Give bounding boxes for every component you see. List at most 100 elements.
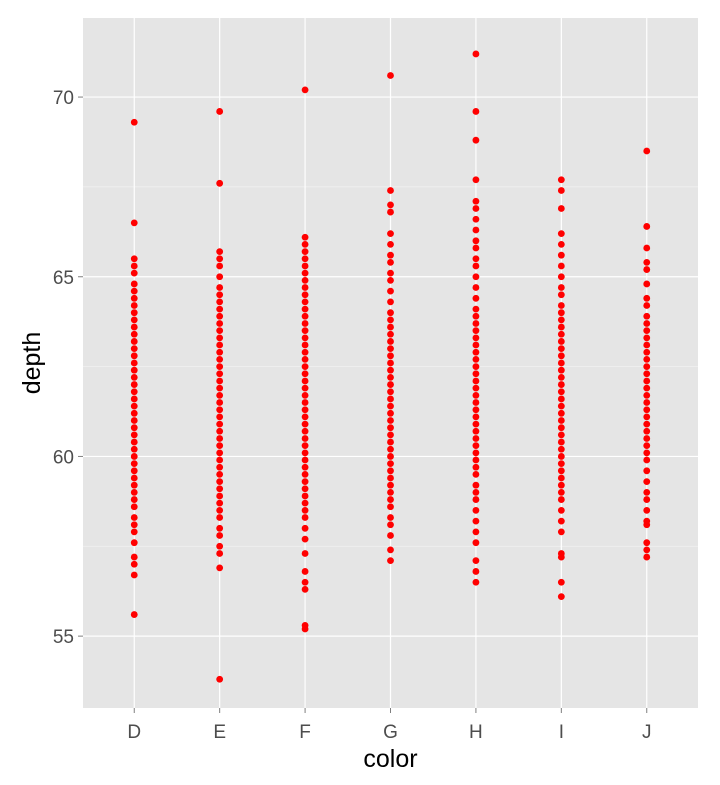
data-point bbox=[643, 348, 651, 356]
data-point bbox=[643, 456, 651, 464]
data-point bbox=[216, 391, 224, 399]
data-point bbox=[387, 373, 394, 381]
data-point bbox=[557, 352, 565, 360]
data-point bbox=[387, 402, 394, 410]
data-point bbox=[643, 391, 651, 399]
data-point bbox=[130, 373, 138, 381]
data-point bbox=[301, 348, 309, 356]
data-point bbox=[130, 460, 138, 468]
data-point bbox=[387, 276, 394, 284]
data-point bbox=[130, 467, 138, 475]
data-point bbox=[216, 406, 224, 414]
data-point bbox=[301, 499, 309, 507]
data-point bbox=[130, 118, 138, 126]
data-point bbox=[216, 532, 224, 539]
data-point bbox=[472, 506, 480, 514]
data-point bbox=[472, 312, 480, 320]
data-point bbox=[387, 298, 394, 306]
data-point bbox=[472, 108, 480, 115]
data-point bbox=[387, 532, 394, 539]
data-point bbox=[387, 388, 394, 396]
data-point bbox=[130, 453, 138, 460]
data-point bbox=[301, 463, 309, 471]
data-point bbox=[216, 413, 224, 421]
data-point bbox=[130, 316, 138, 324]
data-point bbox=[643, 399, 651, 406]
data-point bbox=[130, 571, 138, 579]
data-point bbox=[557, 402, 565, 410]
data-point bbox=[472, 528, 480, 536]
data-point bbox=[472, 420, 480, 428]
y-tick-label: 55 bbox=[53, 627, 74, 648]
data-point bbox=[472, 496, 480, 503]
data-point bbox=[216, 356, 224, 363]
data-point bbox=[557, 262, 565, 270]
data-point bbox=[301, 341, 309, 349]
data-point bbox=[643, 302, 651, 309]
data-point bbox=[301, 492, 309, 500]
data-point bbox=[557, 309, 565, 317]
data-point bbox=[472, 273, 480, 281]
data-point bbox=[387, 460, 394, 468]
y-tick-label: 60 bbox=[53, 447, 74, 468]
data-point bbox=[387, 438, 394, 446]
data-point bbox=[472, 406, 480, 414]
data-point bbox=[557, 409, 565, 417]
data-point bbox=[643, 449, 651, 457]
data-point bbox=[472, 377, 480, 385]
data-point bbox=[130, 280, 138, 288]
data-point bbox=[387, 287, 394, 295]
data-point bbox=[301, 550, 309, 557]
data-point bbox=[301, 241, 309, 248]
data-point bbox=[216, 334, 224, 342]
data-point bbox=[557, 187, 565, 194]
data-point bbox=[387, 381, 394, 388]
data-point bbox=[301, 291, 309, 299]
data-point bbox=[557, 230, 565, 238]
data-point bbox=[387, 338, 394, 345]
data-point bbox=[216, 348, 224, 356]
data-point bbox=[557, 284, 565, 291]
data-point bbox=[216, 514, 224, 521]
data-point bbox=[216, 327, 224, 335]
data-point bbox=[387, 395, 394, 403]
data-point bbox=[301, 449, 309, 457]
data-point bbox=[301, 248, 309, 255]
data-point bbox=[130, 352, 138, 360]
data-point bbox=[557, 506, 565, 514]
data-point bbox=[301, 370, 309, 378]
data-point bbox=[472, 481, 480, 489]
data-point bbox=[301, 442, 309, 450]
data-point bbox=[557, 417, 565, 424]
data-point bbox=[387, 424, 394, 432]
data-point bbox=[130, 323, 138, 331]
data-point bbox=[557, 291, 565, 299]
data-point bbox=[216, 370, 224, 378]
data-point bbox=[216, 291, 224, 299]
data-point bbox=[387, 445, 394, 453]
data-point bbox=[216, 485, 224, 493]
data-point bbox=[472, 284, 480, 291]
data-point bbox=[472, 399, 480, 406]
data-point bbox=[387, 330, 394, 338]
data-point bbox=[130, 488, 138, 496]
data-points bbox=[130, 50, 651, 683]
data-point bbox=[557, 381, 565, 388]
data-point bbox=[387, 488, 394, 496]
x-tick-label: G bbox=[383, 722, 398, 743]
data-point bbox=[216, 312, 224, 320]
data-point bbox=[472, 136, 480, 144]
data-point bbox=[301, 320, 309, 327]
data-point bbox=[301, 356, 309, 363]
data-point bbox=[557, 359, 565, 367]
data-point bbox=[472, 341, 480, 349]
data-point bbox=[387, 258, 394, 266]
data-point bbox=[472, 237, 480, 245]
data-point bbox=[557, 453, 565, 460]
x-tick-label: E bbox=[213, 722, 226, 743]
data-point bbox=[130, 262, 138, 270]
data-point bbox=[472, 568, 480, 575]
data-point bbox=[130, 330, 138, 338]
data-point bbox=[216, 341, 224, 349]
data-point bbox=[301, 427, 309, 435]
